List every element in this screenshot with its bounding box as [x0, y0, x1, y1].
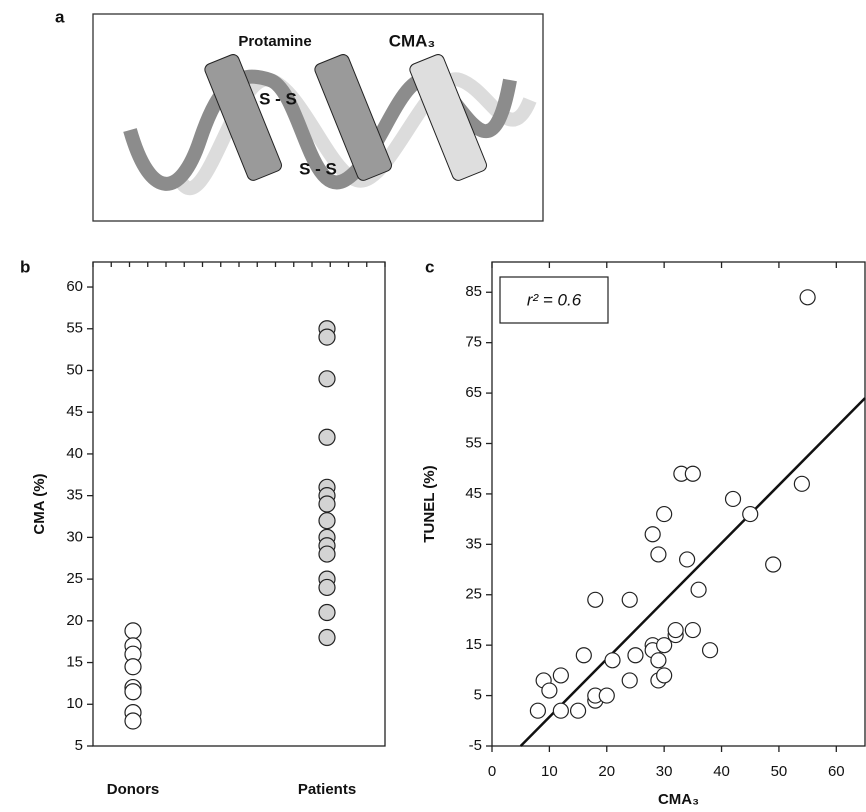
point: [124, 683, 142, 701]
x-tick-label: 10: [541, 763, 558, 780]
point: [684, 621, 701, 639]
point: [627, 647, 644, 664]
y-tick-label: 25: [66, 570, 83, 587]
y-tick-label: 75: [465, 334, 482, 351]
x-label: CMA₃: [658, 791, 699, 808]
fit-line: [519, 397, 866, 747]
annotation-box: [499, 276, 609, 324]
point: [684, 465, 701, 482]
y-label: TUNEL (%): [421, 465, 438, 542]
cma-label: CMA₃: [389, 31, 436, 50]
y-tick-label: 65: [465, 384, 482, 401]
point: [552, 667, 569, 684]
panel-a-frame: [92, 13, 544, 222]
x-tick-label: Donors: [107, 781, 160, 798]
y-tick-label: 30: [66, 528, 83, 545]
panel-label: a: [55, 7, 65, 26]
point: [765, 556, 782, 573]
x-tick-label: Patients: [298, 781, 356, 798]
point: [690, 581, 707, 598]
panel-label: b: [20, 257, 30, 276]
y-tick-label: 5: [75, 737, 83, 754]
y-tick-label: 45: [66, 403, 83, 420]
y-tick-label: 15: [465, 636, 482, 653]
x-tick-label: 40: [713, 763, 730, 780]
point: [598, 687, 615, 704]
point: [318, 603, 336, 622]
bond-label: S - S: [259, 89, 297, 108]
point: [541, 682, 558, 699]
point: [124, 712, 142, 730]
point: [318, 545, 336, 563]
y-tick-label: 25: [465, 586, 482, 603]
y-label: CMA (%): [31, 473, 48, 534]
point: [529, 702, 547, 719]
point: [318, 370, 336, 388]
point: [318, 428, 336, 446]
y-tick-label: 10: [66, 695, 83, 712]
bond-label: S - S: [299, 159, 337, 178]
y-tick-label: 85: [465, 283, 482, 300]
point: [656, 667, 673, 684]
y-tick-label: 55: [66, 320, 83, 337]
x-tick-label: 60: [828, 763, 845, 780]
point: [124, 658, 142, 676]
annotation: r² = 0.6: [527, 290, 582, 309]
point: [552, 702, 569, 719]
y-tick-label: 20: [66, 612, 83, 629]
point: [701, 642, 719, 659]
x-tick-label: 20: [598, 763, 615, 780]
point: [656, 505, 673, 523]
point: [656, 637, 673, 654]
y-tick-label: 55: [465, 434, 482, 451]
x-tick-label: 50: [771, 763, 788, 780]
point: [644, 526, 661, 543]
plot-frame: [491, 261, 866, 747]
y-tick-label: -5: [469, 737, 482, 754]
point: [575, 647, 592, 664]
point: [318, 328, 336, 346]
point: [318, 512, 336, 530]
point: [799, 289, 816, 306]
y-tick-label: 50: [66, 361, 83, 378]
point: [724, 490, 742, 508]
y-tick-label: 60: [66, 278, 83, 295]
point: [621, 591, 638, 608]
y-tick-label: 35: [66, 487, 83, 504]
x-tick-label: 30: [656, 763, 673, 780]
point: [318, 495, 336, 513]
point: [604, 652, 621, 669]
y-tick-label: 15: [66, 654, 83, 671]
y-tick-label: 45: [465, 485, 482, 502]
point: [793, 475, 810, 492]
point: [621, 672, 638, 689]
x-tick-label: 0: [488, 763, 496, 780]
point: [742, 505, 759, 523]
point: [569, 702, 587, 719]
point: [667, 621, 684, 639]
protamine-label: Protamine: [238, 33, 311, 50]
point: [124, 622, 142, 640]
protamine-block: [204, 54, 282, 181]
point: [318, 578, 336, 597]
point: [650, 652, 667, 669]
point: [587, 591, 604, 608]
cma-block: [409, 54, 487, 181]
y-tick-label: 35: [465, 535, 482, 552]
panel-label: c: [425, 257, 434, 276]
point: [318, 628, 336, 647]
protamine-block: [314, 54, 392, 181]
y-tick-label: 5: [474, 687, 482, 704]
point: [650, 546, 667, 563]
point: [679, 551, 696, 568]
y-tick-label: 40: [66, 445, 83, 462]
